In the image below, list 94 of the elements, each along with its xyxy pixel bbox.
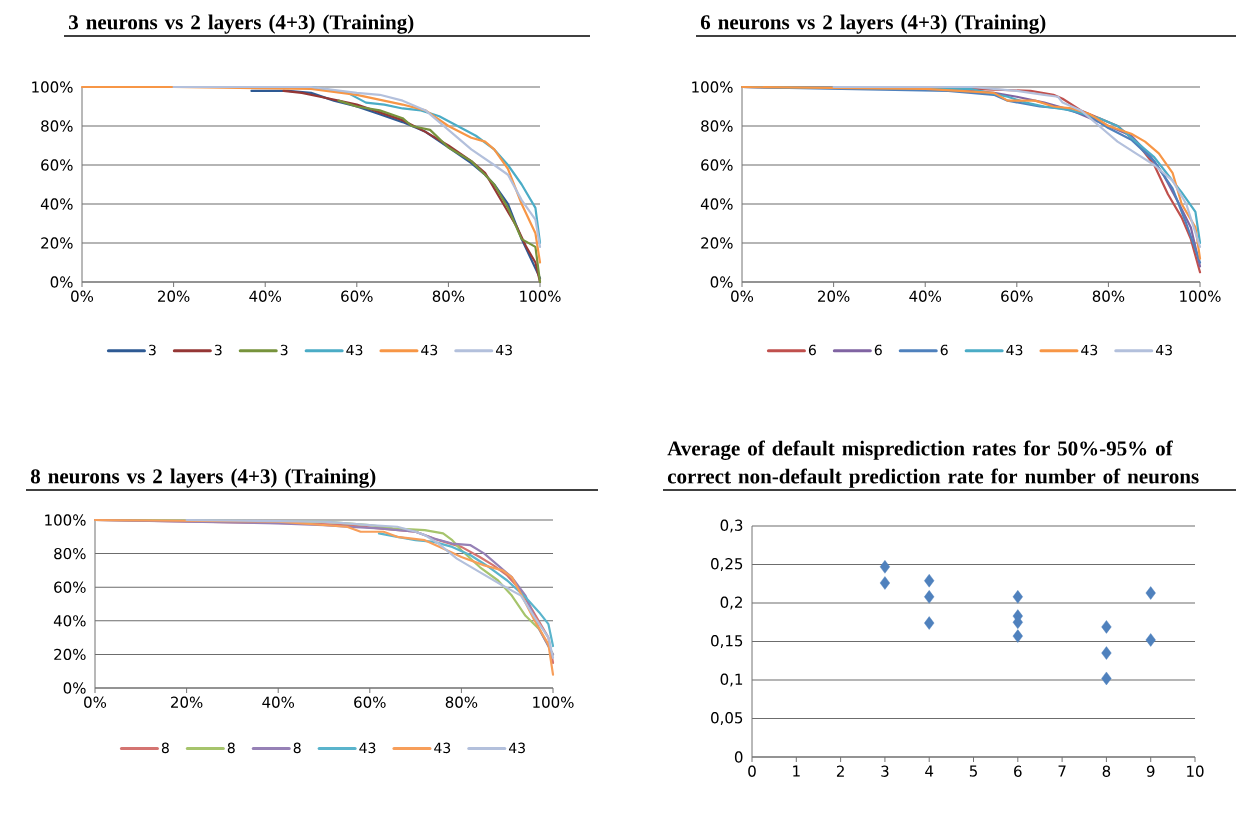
chart-title: 6 neurons vs 2 layers (4+3) (Training) (700, 14, 1046, 34)
legend-label: 3 (280, 344, 288, 356)
legend-label: 43 (359, 742, 376, 754)
chart-title: 8 neurons vs 2 layers (4+3) (Training) (30, 468, 376, 488)
line-series (337, 99, 542, 284)
line-series (80, 85, 542, 264)
x-tick-label: 20% (818, 290, 850, 302)
y-tick-label: 0% (50, 276, 73, 288)
x-tick-label: 4 (925, 765, 934, 777)
y-tick-label: 20% (54, 648, 86, 661)
x-tick-label: 60% (354, 696, 386, 708)
x-tick-label: 3 (881, 765, 889, 777)
y-tick-label: 0% (710, 276, 733, 288)
legend-label: 43 (346, 344, 363, 356)
x-tick-label: 80% (1092, 290, 1125, 302)
x-tick-label: 20% (158, 290, 190, 302)
point (1012, 629, 1023, 643)
legend-label: 3 (214, 344, 222, 356)
y-tick-label: 100% (32, 81, 73, 93)
y-tick-label: 40% (40, 198, 73, 210)
y-tick-label: 0,3 (720, 519, 743, 533)
legend-label: 43 (508, 742, 525, 754)
y-tick-label: 40% (700, 198, 733, 210)
legend-label: 43 (421, 344, 438, 356)
legend-label: 8 (227, 742, 235, 754)
y-tick-label: 100% (692, 81, 733, 93)
y-tick-label: 20% (41, 237, 73, 249)
x-tick-label: 2 (836, 765, 844, 777)
point (924, 590, 935, 604)
chart-title: 3 neurons vs 2 layers (4+3) (Training) (68, 14, 414, 34)
y-tick-label: 0,2 (720, 596, 742, 610)
line-series (832, 85, 1202, 249)
y-tick-label: 60% (54, 581, 86, 593)
x-tick-label: 80% (445, 696, 478, 708)
x-tick-label: 100% (1180, 290, 1221, 302)
x-tick-label: 1 (793, 765, 800, 777)
x-tick-label: 7 (1058, 765, 1066, 777)
legend-label: 6 (874, 344, 882, 356)
legend-label: 43 (1006, 344, 1023, 356)
legend-label: 8 (293, 742, 301, 754)
y-tick-label: 60% (41, 159, 73, 171)
chart-title: Average of default misprediction rates for 50%-95% of correct non-default prediction rate for number of neurons (667, 440, 1199, 488)
point (1012, 590, 1023, 604)
y-tick-label: 60% (701, 159, 733, 171)
x-tick-label: 6 (1014, 765, 1022, 777)
legend-label: 8 (161, 742, 169, 754)
point (879, 576, 890, 590)
x-tick-label: 8 (1102, 765, 1111, 777)
x-tick-label: 40% (262, 696, 295, 708)
y-tick-label: 0% (63, 682, 86, 694)
legend-label: 6 (808, 344, 816, 356)
x-tick-label: 100% (520, 290, 561, 302)
legend-label: 43 (1155, 344, 1172, 356)
legend-label: 43 (1081, 344, 1098, 356)
line-series (172, 85, 542, 249)
legend-label: 43 (495, 344, 512, 356)
x-tick-label: 10 (1187, 765, 1204, 777)
y-tick-label: 40% (53, 615, 86, 627)
x-tick-label: 40% (909, 290, 942, 302)
y-tick-label: 80% (701, 120, 733, 132)
y-tick-label: 100% (45, 514, 86, 526)
x-tick-label: 9 (1146, 765, 1155, 777)
x-tick-label: 80% (432, 290, 465, 302)
point (924, 573, 935, 588)
y-tick-label: 80% (54, 547, 86, 560)
y-tick-label: 80% (41, 120, 73, 132)
x-tick-label: 60% (341, 290, 373, 302)
y-tick-label: 0,05 (711, 712, 743, 725)
point (1145, 586, 1156, 600)
point (879, 560, 890, 574)
x-tick-label: 20% (171, 696, 203, 708)
x-tick-label: 5 (969, 765, 977, 777)
x-tick-label: 0% (71, 290, 94, 302)
x-tick-label: 0% (84, 696, 107, 708)
x-tick-label: 100% (533, 696, 574, 708)
point (1101, 671, 1112, 686)
point (1101, 646, 1112, 660)
point (1145, 633, 1156, 647)
x-tick-label: 0 (748, 765, 756, 777)
point (924, 616, 935, 630)
legend-label: 6 (940, 344, 948, 356)
x-tick-label: 0% (731, 290, 754, 302)
point (1101, 620, 1112, 634)
legend-label: 43 (434, 742, 451, 754)
y-tick-label: 0,1 (720, 673, 743, 687)
line-series (377, 532, 555, 648)
y-tick-label: 0 (734, 751, 743, 763)
y-tick-label: 20% (701, 237, 733, 249)
x-tick-label: 60% (1001, 290, 1033, 302)
y-tick-label: 0,15 (711, 635, 743, 648)
y-tick-label: 0,25 (711, 558, 743, 571)
x-tick-label: 40% (249, 290, 282, 302)
line-series (185, 518, 555, 659)
legend-label: 3 (148, 344, 156, 356)
